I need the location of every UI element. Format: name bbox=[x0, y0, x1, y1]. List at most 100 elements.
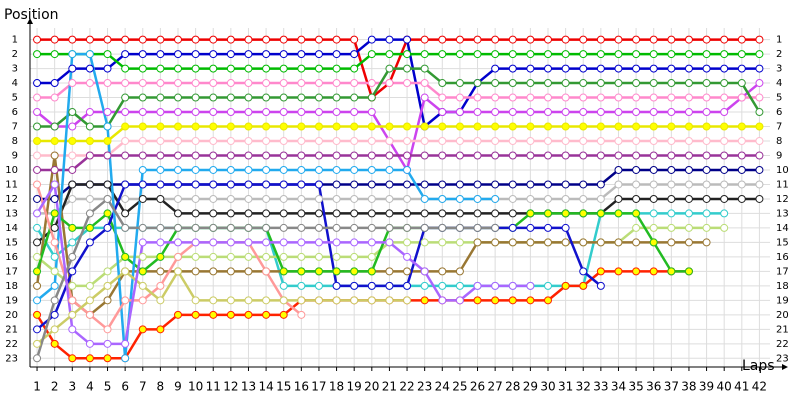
lap-marker bbox=[279, 50, 288, 59]
lap-marker bbox=[614, 108, 623, 117]
lap-marker bbox=[138, 50, 147, 59]
lap-marker bbox=[420, 281, 429, 290]
lap-marker bbox=[279, 108, 288, 117]
lap-marker bbox=[262, 267, 271, 276]
x-tick-label: 42 bbox=[752, 380, 767, 394]
lap-marker bbox=[156, 252, 165, 261]
lap-marker bbox=[420, 35, 429, 44]
lap-marker bbox=[279, 252, 288, 261]
lap-marker bbox=[385, 223, 394, 232]
lap-marker bbox=[297, 296, 306, 305]
lap-marker bbox=[755, 108, 764, 117]
lap-marker bbox=[262, 209, 271, 218]
lap-marker bbox=[720, 209, 729, 218]
lap-marker bbox=[544, 296, 552, 305]
lap-marker bbox=[473, 35, 482, 44]
lap-marker bbox=[755, 35, 764, 44]
lap-marker bbox=[737, 137, 746, 145]
lap-marker bbox=[755, 93, 764, 102]
lap-marker bbox=[579, 64, 588, 73]
lap-marker bbox=[332, 79, 341, 88]
lap-marker bbox=[438, 35, 447, 44]
lap-marker bbox=[68, 194, 77, 203]
lap-marker bbox=[50, 35, 59, 44]
lap-marker bbox=[491, 108, 500, 117]
y-tick-label-right: 3 bbox=[776, 64, 782, 75]
lap-marker bbox=[684, 180, 693, 189]
lap-marker bbox=[367, 209, 376, 218]
lap-marker bbox=[491, 296, 500, 305]
y-tick-label: 11 bbox=[5, 179, 18, 190]
lap-marker bbox=[103, 122, 112, 131]
lap-marker bbox=[403, 223, 412, 232]
lap-marker bbox=[491, 180, 500, 189]
x-tick-label: 2 bbox=[51, 380, 59, 394]
x-tick-label: 30 bbox=[540, 380, 555, 394]
lap-marker bbox=[191, 310, 200, 319]
lap-marker bbox=[121, 137, 130, 145]
lap-marker bbox=[579, 180, 588, 189]
lap-marker bbox=[103, 50, 112, 59]
lap-marker bbox=[350, 137, 359, 145]
lap-marker bbox=[297, 93, 306, 102]
lap-marker bbox=[103, 223, 112, 232]
lap-marker bbox=[85, 137, 94, 145]
lap-marker bbox=[156, 64, 165, 73]
lap-marker bbox=[508, 79, 517, 88]
lap-marker bbox=[85, 296, 94, 305]
lap-marker bbox=[667, 137, 676, 145]
lap-marker bbox=[314, 122, 323, 131]
lap-marker bbox=[121, 296, 130, 305]
lap-marker bbox=[350, 35, 359, 44]
lap-marker bbox=[244, 238, 253, 247]
lap-marker bbox=[297, 50, 306, 59]
lap-marker bbox=[138, 35, 147, 44]
lap-marker bbox=[103, 151, 112, 160]
lap-marker bbox=[614, 151, 623, 160]
x-tick-label: 22 bbox=[399, 380, 414, 394]
lap-marker bbox=[737, 151, 746, 160]
lap-marker bbox=[191, 238, 200, 247]
lap-marker bbox=[614, 267, 623, 276]
lap-marker bbox=[262, 194, 271, 203]
lap-marker bbox=[632, 209, 641, 218]
lap-marker bbox=[244, 209, 253, 218]
lap-marker bbox=[121, 354, 130, 363]
lap-marker bbox=[33, 79, 42, 88]
lap-marker bbox=[684, 108, 693, 117]
lap-marker bbox=[508, 296, 517, 305]
lap-marker bbox=[403, 180, 412, 189]
lap-marker bbox=[297, 79, 306, 88]
lap-marker bbox=[508, 238, 517, 247]
lap-marker bbox=[226, 238, 235, 247]
lap-marker bbox=[138, 223, 147, 232]
lap-marker bbox=[403, 238, 412, 247]
lap-marker bbox=[279, 238, 288, 247]
lap-marker bbox=[262, 64, 271, 73]
lap-marker bbox=[544, 137, 552, 145]
lap-marker bbox=[297, 281, 306, 290]
y-tick-label: 18 bbox=[5, 281, 18, 292]
y-tick-label: 12 bbox=[5, 194, 18, 205]
lap-marker bbox=[755, 137, 764, 145]
lap-marker bbox=[279, 79, 288, 88]
lap-marker bbox=[684, 137, 693, 145]
lap-marker bbox=[473, 296, 482, 305]
lap-marker bbox=[684, 238, 693, 247]
x-tick-label: 26 bbox=[470, 380, 485, 394]
lap-marker bbox=[596, 267, 605, 276]
x-tick-label: 21 bbox=[382, 380, 397, 394]
lap-marker bbox=[33, 108, 42, 117]
lap-marker bbox=[68, 354, 77, 363]
y-tick-label-right: 14 bbox=[776, 223, 789, 234]
lap-marker bbox=[544, 238, 552, 247]
y-tick-label-right: 4 bbox=[776, 78, 782, 89]
lap-marker bbox=[473, 122, 482, 131]
lap-marker bbox=[174, 180, 182, 189]
lap-marker bbox=[209, 180, 218, 189]
x-tick-label: 17 bbox=[311, 380, 326, 394]
lap-marker bbox=[544, 93, 552, 102]
lap-marker bbox=[420, 209, 429, 218]
lap-marker bbox=[138, 281, 147, 290]
lap-marker bbox=[737, 35, 746, 44]
